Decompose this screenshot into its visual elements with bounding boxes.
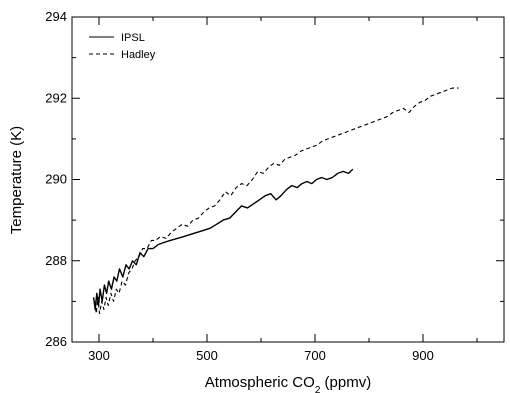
y-tick-label: 288 — [45, 253, 67, 268]
tick-labels: 300 500 700 900 286 288 290 292 294 — [45, 9, 434, 363]
x-axis-title: Atmospheric CO2 (ppmv) — [205, 374, 371, 393]
plot-frame — [71, 16, 505, 343]
y-tick-label: 292 — [45, 90, 67, 105]
x-tick-label: 500 — [196, 348, 218, 363]
x-tick-label: 300 — [88, 348, 110, 363]
data-series — [92, 87, 459, 315]
y-tick-label: 294 — [45, 9, 67, 24]
legend: IPSL Hadley — [89, 32, 156, 61]
legend-label-hadley: Hadley — [121, 49, 156, 61]
y-tick-label: 290 — [45, 172, 67, 187]
axis-ticks — [72, 16, 504, 343]
x-axis-title-suffix: (ppmv) — [320, 374, 371, 391]
y-tick-label: 286 — [45, 334, 67, 349]
series-line-ipsl — [92, 168, 354, 311]
y-axis-title: Temperature (K) — [8, 126, 25, 234]
x-tick-label: 700 — [304, 348, 326, 363]
x-axis-title-subscript: 2 — [315, 385, 321, 393]
x-tick-label: 900 — [412, 348, 434, 363]
legend-label-ipsl: IPSL — [121, 32, 145, 44]
series-line-hadley — [94, 87, 459, 315]
x-axis-title-main: Atmospheric CO — [205, 374, 315, 391]
